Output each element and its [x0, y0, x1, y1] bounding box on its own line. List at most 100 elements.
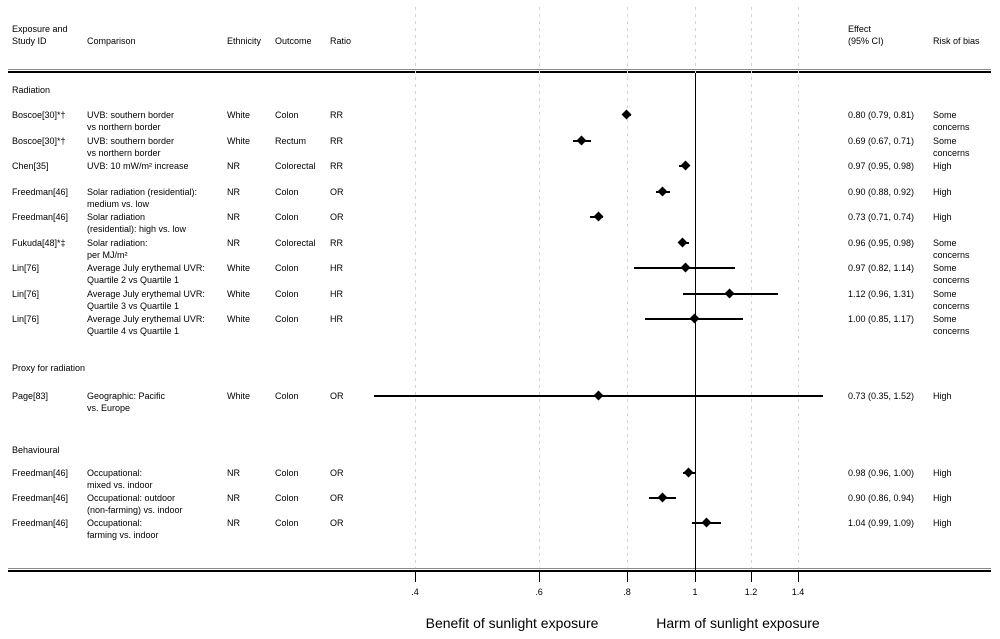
column-header-ratio: Ratio — [330, 36, 352, 46]
study-id-cell: Chen[35] — [12, 160, 49, 172]
effect-ci-cell: 0.96 (0.95, 0.98) — [848, 237, 914, 249]
effect-diamond-marker — [680, 262, 691, 273]
effect-diamond-marker — [657, 186, 668, 197]
comparison-cell-line: medium vs. low — [87, 199, 150, 209]
ethnicity-cell: NR — [227, 211, 240, 223]
comparison-cell-line: Quartile 4 vs Quartile 1 — [87, 326, 180, 336]
column-header-study-line2: Study ID — [12, 36, 47, 46]
effect-ci-cell-line: 0.73 (0.35, 1.52) — [848, 391, 915, 401]
column-header-effect-line2: (95% CI) — [848, 36, 884, 46]
outcome-cell: Colorectal — [275, 237, 316, 249]
comparison-cell-line: UVB: southern border — [87, 110, 175, 120]
axis-tick-label: 1.4 — [791, 587, 805, 597]
ratio-cell: RR — [330, 160, 343, 172]
ratio-cell: OR — [330, 186, 344, 198]
section-label: Proxy for radiation — [12, 363, 86, 373]
ethnicity-cell: White — [227, 288, 250, 300]
outcome-cell-line: Colon — [275, 468, 299, 478]
comparison-cell: Average July erythemal UVR: Quartile 3 vs… — [87, 288, 205, 312]
axis-rule-thin — [8, 568, 991, 569]
comparison-cell: Solar radiation (residential): medium vs.… — [87, 186, 197, 210]
effect-ci-cell: 0.80 (0.79, 0.81) — [848, 109, 914, 121]
outcome-cell: Colorectal — [275, 160, 316, 172]
effect-diamond-marker — [689, 313, 700, 324]
effect-ci-cell-line: 0.97 (0.95, 0.98) — [848, 161, 915, 171]
ratio-cell: RR — [330, 237, 343, 249]
ethnicity-cell: NR — [227, 467, 240, 479]
ratio-cell-line: HR — [330, 314, 343, 324]
study-id-cell: Boscoe[30]*† — [12, 109, 66, 121]
axis-tick-.4 — [415, 572, 416, 582]
gridline-1.4 — [798, 7, 799, 568]
effect-ci-cell: 0.90 (0.86, 0.94) — [848, 492, 914, 504]
effect-ci-cell-line: 0.69 (0.67, 0.71) — [848, 136, 915, 146]
study-id-cell-line: Freedman[46] — [12, 212, 69, 222]
effect-ci-cell: 0.98 (0.96, 1.00) — [848, 467, 914, 479]
section-label: Behavioural — [12, 445, 60, 455]
risk-of-bias-cell: Some concerns — [933, 262, 970, 286]
outcome-cell-line: Colon — [275, 263, 299, 273]
ethnicity-cell: NR — [227, 160, 240, 172]
ethnicity-cell: White — [227, 262, 250, 274]
comparison-cell: Solar radiation (residential): high vs. l… — [87, 211, 186, 235]
risk-of-bias-cell-line: Some — [933, 136, 957, 146]
effect-ci-cell-line: 0.98 (0.96, 1.00) — [848, 468, 915, 478]
ethnicity-cell: White — [227, 135, 250, 147]
axis-tick-label: .6 — [535, 587, 543, 597]
ethnicity-cell-line: White — [227, 136, 251, 146]
comparison-cell-line: farming vs. indoor — [87, 530, 159, 540]
ratio-cell: HR — [330, 313, 343, 325]
effect-ci-cell: 0.69 (0.67, 0.71) — [848, 135, 914, 147]
comparison-cell-line: Solar radiation (residential): — [87, 187, 198, 197]
risk-of-bias-cell-line: concerns — [933, 275, 970, 285]
axis-tick-.8 — [627, 572, 628, 582]
comparison-cell-line: UVB: 10 mW/m² increase — [87, 161, 189, 171]
effect-ci-cell: 1.00 (0.85, 1.17) — [848, 313, 914, 325]
risk-of-bias-cell-line: Some — [933, 110, 957, 120]
study-id-cell: Lin[76] — [12, 262, 39, 274]
comparison-cell-line: vs northern border — [87, 148, 161, 158]
risk-of-bias-cell: High — [933, 211, 952, 223]
harm-axis-caption: Harm of sunlight exposure — [656, 615, 820, 631]
axis-tick-label: 1.2 — [744, 587, 758, 597]
axis-tick-label: 1 — [692, 587, 698, 597]
study-id-cell-line: Lin[76] — [12, 263, 40, 273]
ethnicity-cell-line: White — [227, 263, 251, 273]
ratio-cell-line: RR — [330, 136, 343, 146]
outcome-cell: Colon — [275, 109, 299, 121]
header-rule-thin — [8, 69, 991, 70]
ratio-cell: RR — [330, 135, 343, 147]
comparison-cell-line: (non-farming) vs. indoor — [87, 505, 183, 515]
outcome-cell: Colon — [275, 288, 299, 300]
column-header-ethnicity: Ethnicity — [227, 36, 262, 46]
study-id-cell: Boscoe[30]*† — [12, 135, 66, 147]
effect-ci-cell: 0.73 (0.35, 1.52) — [848, 390, 914, 402]
risk-of-bias-cell-line: Some — [933, 289, 957, 299]
section-label: Radiation — [12, 85, 51, 95]
effect-ci-cell-line: 0.73 (0.71, 0.74) — [848, 212, 915, 222]
risk-of-bias-cell-line: High — [933, 468, 952, 478]
study-id-cell: Lin[76] — [12, 288, 39, 300]
ethnicity-cell: NR — [227, 186, 240, 198]
ethnicity-cell: NR — [227, 517, 240, 529]
effect-diamond-marker — [683, 467, 694, 478]
ratio-cell: OR — [330, 467, 344, 479]
ratio-cell: HR — [330, 288, 343, 300]
outcome-cell: Colon — [275, 211, 299, 223]
study-id-cell-line: Freedman[46] — [12, 518, 69, 528]
effect-ci-cell-line: 0.90 (0.88, 0.92) — [848, 187, 915, 197]
comparison-cell: Solar radiation: per MJ/m² — [87, 237, 148, 261]
study-id-cell-line: Freedman[46] — [12, 468, 69, 478]
comparison-cell-line: Occupational: outdoor — [87, 493, 176, 503]
comparison-cell: UVB: 10 mW/m² increase — [87, 160, 189, 172]
ratio-cell-line: OR — [330, 493, 344, 503]
outcome-cell: Colon — [275, 390, 299, 402]
study-id-cell-line: Fukuda[48]*‡ — [12, 238, 66, 248]
study-id-cell: Freedman[46] — [12, 467, 68, 479]
study-id-cell-line: Freedman[46] — [12, 187, 69, 197]
outcome-cell-line: Colon — [275, 110, 299, 120]
ratio-cell-line: RR — [330, 110, 343, 120]
ethnicity-cell-line: NR — [227, 238, 240, 248]
outcome-cell-line: Colon — [275, 391, 299, 401]
risk-of-bias-cell-line: concerns — [933, 250, 970, 260]
